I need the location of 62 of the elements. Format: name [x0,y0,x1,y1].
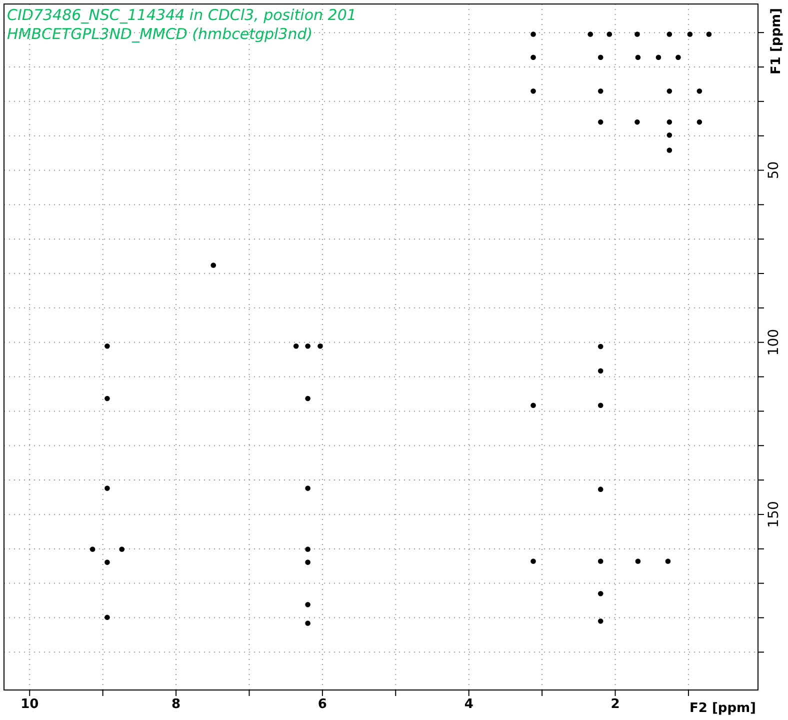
point [90,546,96,552]
point [530,54,536,60]
point [598,590,604,596]
x-tick-label: 4 [464,697,474,712]
point [634,119,640,125]
point [598,486,604,492]
point [665,558,671,564]
x-tick-label: 8 [172,697,181,712]
point [305,486,310,491]
point [706,32,712,37]
text: HMBCETGPL3ND_MMCD (hmbcetgpl3nd) [7,25,313,43]
point [588,32,594,37]
point [305,344,310,349]
point [696,119,702,125]
x-tick-label: 2 [610,697,620,712]
point [598,402,604,408]
point [305,560,310,565]
y-tick-label: 150 [766,501,782,528]
point [696,88,702,94]
point [305,602,310,608]
point [598,88,604,94]
point [635,558,641,564]
point [530,402,536,408]
point [305,546,310,552]
point [598,558,604,564]
point [293,344,299,349]
point [598,368,604,374]
point [210,262,216,268]
point [305,620,310,626]
chart-title: CID73486_NSC_114344 in CDCl3, position 201 [7,6,356,24]
point [676,54,681,60]
point [104,614,110,620]
point [666,132,672,138]
point [305,396,310,402]
x-tick-label: 6 [318,697,327,712]
point [687,32,693,37]
point [635,54,641,60]
y-tick-label: 50 [766,161,782,180]
x-tick-label: 10 [20,697,39,712]
point [598,618,604,624]
y-axis-title: F1 [ppm] [769,8,784,74]
y-tick-label: 100 [766,328,782,356]
point [606,32,612,37]
point [656,54,662,60]
point [598,119,604,125]
point [104,396,110,402]
x-axis-title: F2 [ppm] [690,701,756,716]
point [530,88,536,94]
point [666,32,672,37]
point [104,344,110,349]
point [598,344,604,350]
point [530,558,536,564]
point [530,32,536,37]
point [318,344,323,349]
point [666,148,672,153]
point [598,54,604,60]
point [634,32,640,37]
point [104,560,110,565]
point [666,88,672,94]
point [666,119,672,125]
point [119,546,125,552]
point [104,486,110,491]
